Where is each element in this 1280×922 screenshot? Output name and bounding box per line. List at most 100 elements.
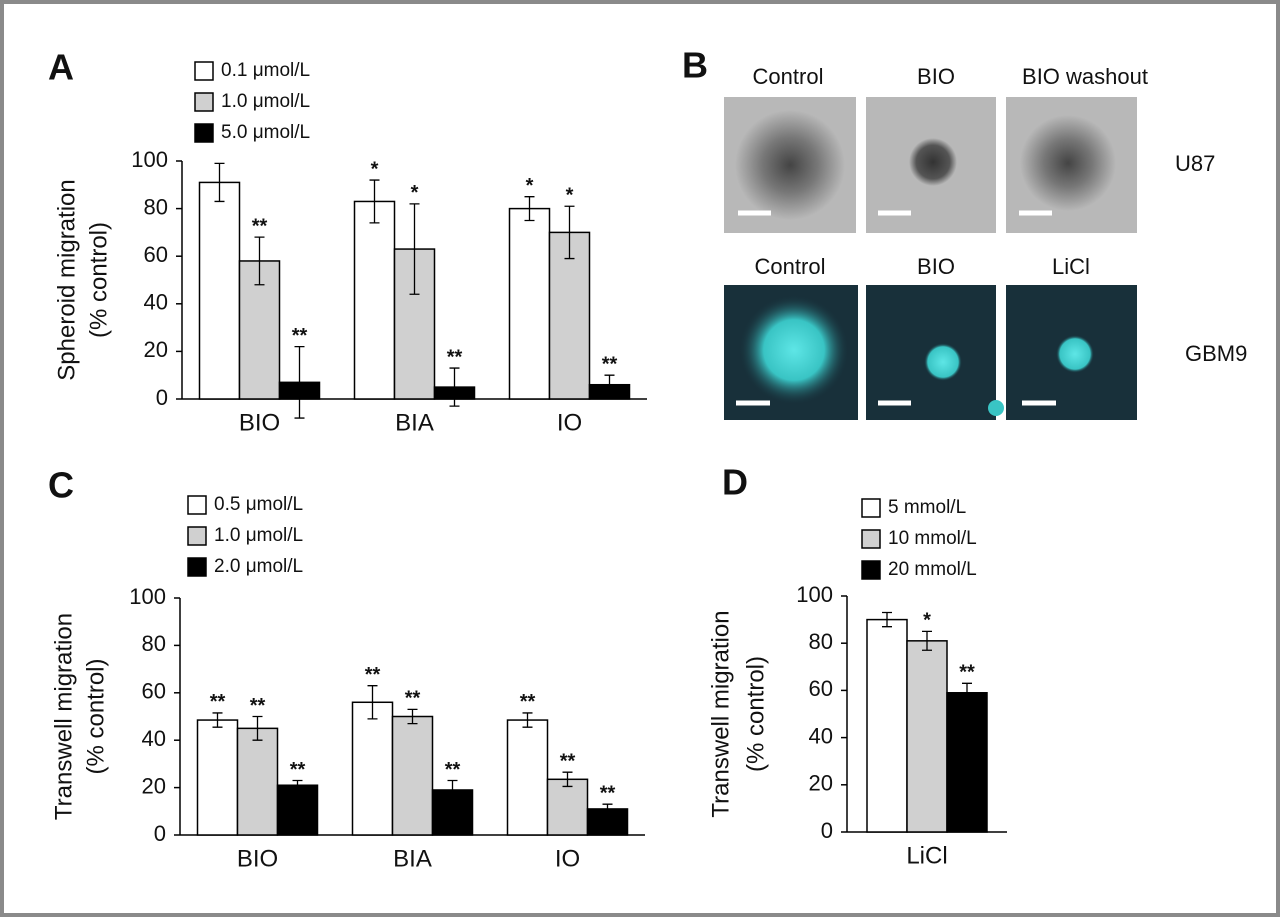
bar: [506, 719, 549, 836]
micrograph: [724, 97, 856, 233]
y-tick-label: 40: [142, 726, 166, 751]
y-tick-label: 60: [142, 679, 166, 704]
micrograph: [1006, 97, 1137, 233]
legend-label: 0.5 μmol/L: [214, 494, 303, 515]
legend-label: 10 mmol/L: [888, 528, 977, 549]
x-tick-label: BIA: [395, 409, 434, 436]
y-tick-label: 20: [142, 773, 166, 798]
bar: [906, 640, 948, 833]
bar: [353, 200, 396, 400]
significance-label: *: [411, 182, 419, 204]
legend-label: 1.0 μmol/L: [221, 91, 310, 112]
x-tick-label: IO: [557, 409, 582, 436]
column-label: BIO washout: [1022, 64, 1148, 89]
column-label: Control: [753, 64, 824, 89]
significance-label: **: [520, 691, 536, 713]
y-tick-label: 20: [144, 337, 168, 362]
error-bar: [524, 196, 535, 222]
bar: [198, 181, 241, 400]
column-label: BIO: [917, 254, 955, 279]
y-tick-label: 80: [142, 631, 166, 656]
legend-label: 2.0 μmol/L: [214, 556, 303, 577]
significance-label: *: [566, 185, 574, 207]
row-label: U87: [1175, 151, 1215, 176]
significance-label: **: [252, 215, 268, 237]
y-axis-label: Spheroid migration: [53, 179, 80, 380]
legend-label: 1.0 μmol/L: [214, 525, 303, 546]
y-tick-label: 0: [821, 818, 833, 843]
significance-label: *: [371, 158, 379, 180]
significance-label: **: [210, 691, 226, 713]
x-tick-label: LiCl: [906, 842, 947, 869]
legend-swatch: [194, 92, 214, 112]
column-label: LiCl: [1052, 254, 1090, 279]
error-bar: [564, 205, 575, 260]
error-bar: [522, 712, 533, 728]
significance-label: **: [560, 750, 576, 772]
column-label: Control: [755, 254, 826, 279]
micrograph: [724, 285, 858, 420]
y-tick-label: 80: [144, 194, 168, 219]
error-bar: [294, 345, 305, 419]
x-tick-label: BIO: [237, 845, 278, 872]
y-axis-label: (% control): [82, 658, 109, 774]
error-bar: [922, 630, 932, 651]
legend-swatch: [194, 123, 214, 143]
significance-label: **: [959, 662, 975, 684]
significance-label: *: [923, 610, 931, 632]
significance-label: **: [365, 664, 381, 686]
y-tick-label: 100: [129, 584, 166, 609]
error-bar: [604, 374, 615, 395]
x-tick-label: BIA: [393, 845, 432, 872]
y-tick-label: 40: [809, 723, 833, 748]
legend-swatch: [187, 557, 207, 577]
error-bar: [962, 682, 972, 703]
y-tick-label: 100: [796, 582, 833, 607]
row-label: GBM9: [1185, 341, 1247, 366]
bar: [866, 618, 908, 833]
significance-label: **: [250, 695, 266, 717]
error-bar: [447, 779, 458, 801]
column-label: BIO: [917, 64, 955, 89]
bar: [351, 701, 394, 836]
significance-label: *: [526, 175, 534, 197]
y-tick-label: 100: [131, 147, 168, 172]
significance-label: **: [447, 346, 463, 368]
error-bar: [254, 236, 265, 286]
y-tick-label: 0: [154, 821, 166, 846]
bar: [236, 727, 279, 836]
panel-letter: B: [682, 45, 708, 86]
significance-label: **: [600, 782, 616, 804]
panel-letter: D: [722, 462, 748, 503]
y-tick-label: 40: [144, 290, 168, 315]
significance-label: **: [602, 353, 618, 375]
error-bar: [367, 685, 378, 720]
y-tick-label: 60: [144, 242, 168, 267]
bar: [546, 778, 589, 836]
error-bar: [407, 708, 418, 725]
y-tick-label: 80: [809, 629, 833, 654]
legend-swatch: [187, 495, 207, 515]
error-bar: [449, 367, 460, 407]
legend-label: 5 mmol/L: [888, 497, 966, 518]
error-bar: [252, 715, 263, 741]
bar: [391, 715, 434, 836]
y-axis-label: (% control): [85, 222, 112, 338]
legend-label: 5.0 μmol/L: [221, 122, 310, 143]
micrograph: [866, 97, 996, 233]
significance-label: **: [290, 759, 306, 781]
legend-swatch: [861, 529, 881, 549]
error-bar: [602, 803, 613, 815]
y-axis-label: Transwell migration: [707, 610, 734, 817]
error-bar: [562, 771, 573, 788]
bar: [196, 719, 239, 836]
legend-label: 20 mmol/L: [888, 559, 977, 580]
bar: [508, 207, 551, 400]
x-tick-label: IO: [555, 845, 580, 872]
bar: [946, 692, 988, 833]
significance-label: **: [445, 759, 461, 781]
bar: [548, 231, 591, 400]
y-tick-label: 20: [809, 771, 833, 796]
